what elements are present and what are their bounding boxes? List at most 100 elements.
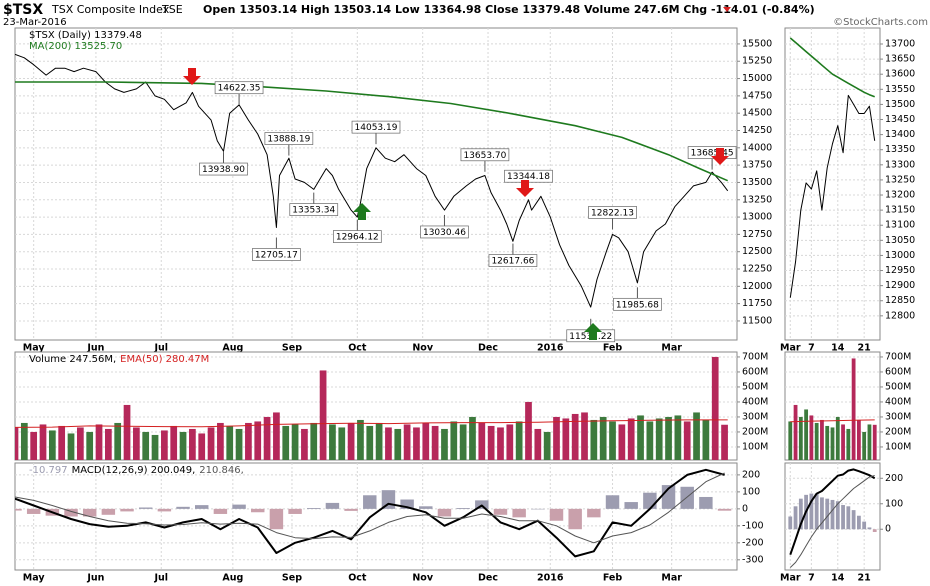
bar [835, 501, 840, 530]
panel [14, 27, 738, 341]
bar [553, 416, 560, 460]
y-tick-label: 12800 [885, 310, 915, 321]
y-tick-label: 13450 [885, 114, 915, 125]
bar [385, 427, 392, 460]
y-tick-label: 14750 [742, 90, 772, 101]
y-tick-label: 600M [742, 366, 768, 377]
bar [856, 419, 861, 460]
y-tick-label: 13100 [885, 220, 915, 231]
bar [531, 508, 545, 510]
bar [478, 422, 486, 460]
bar [534, 428, 542, 460]
y-tick-label: 200M [742, 426, 768, 437]
legend-entry: MA(200) 13525.70 [29, 41, 122, 52]
bar [344, 508, 358, 511]
y-tick-label: 300M [885, 411, 911, 422]
bar [254, 421, 262, 460]
bar [788, 516, 793, 530]
series-line [789, 94, 876, 298]
series-line [789, 468, 876, 556]
bar [683, 421, 691, 460]
annotation-label: 12617.66 [491, 257, 534, 267]
x-tick-label: 7 [808, 343, 815, 354]
legend-entry: EMA(50) 280.47M [120, 354, 209, 365]
bar [105, 428, 112, 460]
y-tick-label: 200 [885, 473, 903, 484]
x-tick-label: Aug [222, 573, 243, 584]
bar [699, 496, 713, 509]
bar [375, 422, 383, 460]
annotation-box [351, 120, 401, 134]
bar [872, 424, 877, 460]
bar [151, 434, 159, 460]
bar [15, 508, 22, 511]
y-tick-label: 100 [885, 498, 903, 509]
bar [319, 370, 327, 460]
bar [48, 430, 56, 460]
bar [637, 415, 644, 460]
sell-arrow [711, 148, 729, 165]
bar [82, 508, 97, 517]
bar [282, 425, 290, 460]
y-tick-label: 500M [742, 381, 768, 392]
annotation-box [264, 132, 314, 145]
symbol: $TSX [3, 2, 43, 18]
plot-area [788, 468, 877, 568]
bar [431, 425, 439, 460]
bar [301, 428, 308, 460]
bar [26, 508, 41, 514]
plot-area [789, 37, 876, 298]
annotation-box [252, 248, 301, 261]
bar [618, 424, 626, 460]
bar [862, 431, 867, 460]
buy-arrow [353, 203, 371, 220]
bar [142, 431, 150, 460]
annotation-box [687, 146, 737, 159]
annotation-label: 13653.70 [463, 151, 506, 161]
bar [413, 427, 420, 460]
buy-arrow [584, 323, 602, 340]
y-tick-label: 12000 [742, 281, 772, 292]
y-tick-label: 13350 [885, 144, 915, 155]
x-tick-label: Oct [348, 343, 367, 354]
annotation-label: 14622.35 [218, 84, 261, 94]
bar [15, 427, 19, 460]
bar [235, 428, 243, 460]
y-tick-label: -100 [742, 520, 764, 531]
series-line [15, 53, 729, 308]
series-line [15, 468, 725, 558]
x-tick-label: Jun [86, 343, 104, 354]
bar [581, 412, 588, 460]
y-tick-label: 12250 [742, 264, 772, 275]
bar [101, 508, 116, 515]
bar [363, 495, 377, 509]
bar [419, 506, 433, 509]
bar [605, 495, 620, 509]
x-tick-label: Oct [348, 573, 367, 584]
legend-entry: MACD(12,26,9) 200.049, [72, 465, 196, 476]
bar [170, 425, 178, 460]
bar [711, 356, 719, 460]
y-tick-label: 12500 [742, 246, 772, 257]
y-tick-label: 13200 [885, 190, 915, 201]
bar [599, 416, 607, 460]
y-tick-label: -300 [742, 554, 764, 565]
series-line [15, 419, 728, 428]
annotation-box [420, 225, 469, 239]
annotation-box [488, 254, 538, 267]
x-tick-label: 21 [858, 573, 871, 584]
bar [487, 425, 495, 460]
bar [161, 430, 168, 460]
y-tick-label: 700M [742, 351, 768, 362]
bar [394, 428, 402, 460]
bar [497, 427, 504, 460]
date: 23-Mar-2016 [3, 17, 67, 28]
sell-arrow [183, 68, 201, 85]
bar [245, 422, 252, 460]
bar [512, 508, 526, 518]
bar [179, 431, 187, 460]
y-tick-label: 13500 [742, 177, 772, 188]
bar [67, 433, 75, 460]
